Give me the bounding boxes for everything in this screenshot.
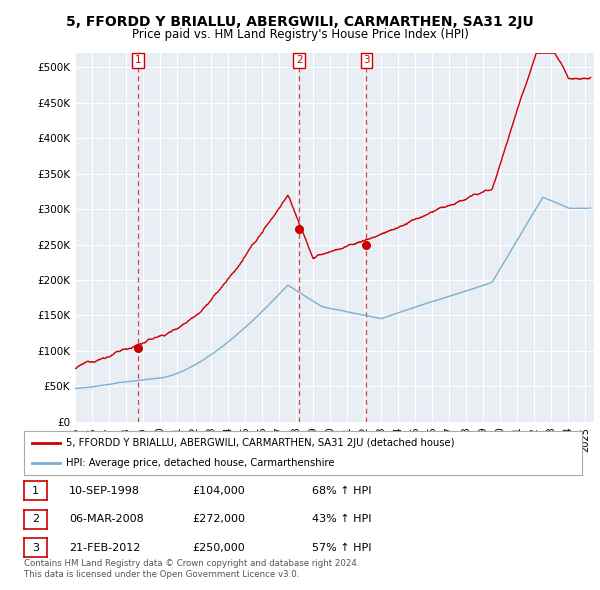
Text: 57% ↑ HPI: 57% ↑ HPI — [312, 543, 371, 552]
Text: 5, FFORDD Y BRIALLU, ABERGWILI, CARMARTHEN, SA31 2JU: 5, FFORDD Y BRIALLU, ABERGWILI, CARMARTH… — [66, 15, 534, 29]
Text: 10-SEP-1998: 10-SEP-1998 — [69, 486, 140, 496]
Text: £272,000: £272,000 — [192, 514, 245, 524]
Text: 43% ↑ HPI: 43% ↑ HPI — [312, 514, 371, 524]
Text: 21-FEB-2012: 21-FEB-2012 — [69, 543, 140, 552]
Text: 3: 3 — [363, 55, 370, 65]
Text: 2: 2 — [32, 514, 39, 524]
Text: Contains HM Land Registry data © Crown copyright and database right 2024.: Contains HM Land Registry data © Crown c… — [24, 559, 359, 568]
Text: 06-MAR-2008: 06-MAR-2008 — [69, 514, 144, 524]
Text: 5, FFORDD Y BRIALLU, ABERGWILI, CARMARTHEN, SA31 2JU (detached house): 5, FFORDD Y BRIALLU, ABERGWILI, CARMARTH… — [66, 438, 454, 448]
Text: 1: 1 — [32, 486, 39, 496]
Text: HPI: Average price, detached house, Carmarthenshire: HPI: Average price, detached house, Carm… — [66, 458, 334, 468]
Text: 2: 2 — [296, 55, 302, 65]
Text: 1: 1 — [134, 55, 141, 65]
Text: 68% ↑ HPI: 68% ↑ HPI — [312, 486, 371, 496]
Text: £104,000: £104,000 — [192, 486, 245, 496]
Text: This data is licensed under the Open Government Licence v3.0.: This data is licensed under the Open Gov… — [24, 571, 299, 579]
Text: 3: 3 — [32, 543, 39, 552]
Text: Price paid vs. HM Land Registry's House Price Index (HPI): Price paid vs. HM Land Registry's House … — [131, 28, 469, 41]
Text: £250,000: £250,000 — [192, 543, 245, 552]
